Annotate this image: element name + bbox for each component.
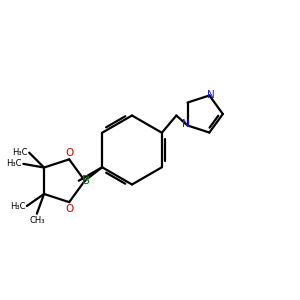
Text: N: N — [207, 90, 215, 100]
Text: H₃C: H₃C — [6, 159, 22, 168]
Text: B: B — [82, 174, 90, 187]
Text: O: O — [65, 204, 73, 214]
Text: H₃C: H₃C — [12, 148, 28, 157]
Text: O: O — [65, 148, 73, 158]
Text: CH₃: CH₃ — [29, 216, 45, 225]
Text: H₃C: H₃C — [10, 202, 25, 211]
Text: N: N — [182, 119, 190, 129]
